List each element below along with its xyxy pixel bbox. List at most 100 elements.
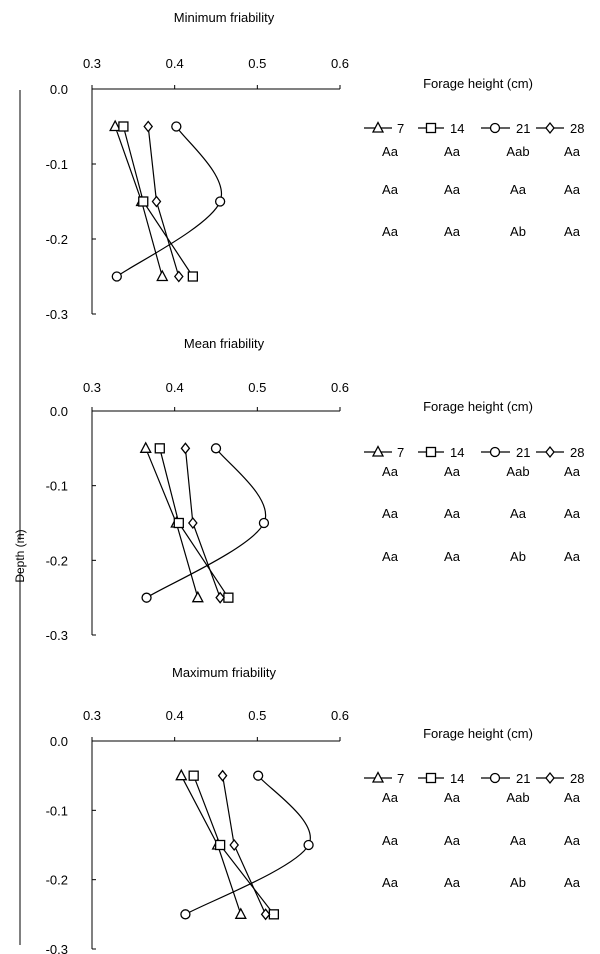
panel1-title: Minimum friability (174, 10, 275, 25)
panel3-series-28-point (229, 838, 240, 852)
panel2-x-tick-label: 0.6 (331, 380, 349, 395)
panel1-legend-marker-14 (425, 122, 437, 134)
panel1-legend-label-28: 28 (570, 121, 584, 136)
panel3-legend-marker-21 (489, 772, 501, 784)
panel3-series-14-point (214, 839, 226, 851)
panel1-series-14-point (118, 121, 129, 132)
panel3-x-tick-label: 0.4 (166, 708, 184, 723)
panel1-x-tick-label: 0.3 (83, 56, 101, 71)
panel2-legend-label-28: 28 (570, 445, 584, 460)
panel2-legend-title: Forage height (cm) (423, 399, 533, 414)
panel2-series-21-point (210, 443, 222, 454)
panel3-letter: Ab (510, 875, 526, 890)
panel3-letter: Aa (564, 790, 581, 805)
panel2-letter: Aa (564, 549, 581, 564)
panel1-series-21-point (171, 121, 182, 132)
panel1-series-14-point (187, 271, 199, 282)
panel3-letter: Aa (510, 833, 527, 848)
panel1-letter: Aa (382, 182, 399, 197)
panel2-y-tick-label: -0.3 (46, 628, 68, 643)
panel1-legend-label-14: 14 (450, 121, 464, 136)
panel2-series-7-point (191, 590, 204, 603)
panel1-series-7-point (109, 119, 122, 132)
panel2-series-14-point (173, 517, 184, 529)
panel2-series-14-point (223, 592, 234, 603)
panel2-letter: Aab (506, 464, 529, 479)
panel3-legend-label-28: 28 (570, 771, 584, 786)
panel2-series-28-point (188, 516, 198, 530)
panel1-letter: Aa (444, 144, 461, 159)
panel1-y-tick-label: -0.1 (46, 157, 68, 172)
panel2-y-tick-label: -0.2 (46, 553, 68, 568)
panel1-series-21-point (111, 271, 122, 282)
panel3-series-21-line (185, 775, 311, 915)
panel3-series-14-point (268, 909, 280, 920)
panel3-legend-label-21: 21 (516, 771, 530, 786)
panel3-series-28-point (260, 908, 271, 921)
panel2-legend-label-14: 14 (450, 445, 464, 460)
panel2-letter: Ab (510, 549, 526, 564)
panel3-letter: Aa (382, 833, 399, 848)
panel3-series-21-point (253, 770, 264, 781)
panel3-letter: Aab (506, 790, 529, 805)
panel1-series-21-line (116, 126, 223, 277)
panel1-letter: Aa (382, 224, 399, 239)
panel3-x-tick-label: 0.3 (83, 708, 101, 723)
panel3-letter: Aa (564, 875, 581, 890)
panel2-letter: Aa (382, 506, 399, 521)
panel2-letter: Aa (510, 506, 527, 521)
panel1-series-7-point (156, 269, 169, 282)
panel3-series-21-point (303, 839, 314, 851)
panel3-legend-label-14: 14 (450, 771, 464, 786)
panel2-y-tick-label: 0.0 (50, 404, 68, 419)
panel1-legend-label-21: 21 (516, 121, 530, 136)
panel3-letter: Aa (382, 875, 399, 890)
panel3-legend-marker-28 (545, 771, 555, 785)
panel2-series-21-point (258, 517, 270, 529)
panel3-title: Maximum friability (172, 665, 277, 680)
panel1-series-28-point (173, 270, 184, 283)
panel1-legend-label-7: 7 (397, 121, 404, 136)
panel2-series-7-point (139, 441, 152, 453)
panel2-legend-label-7: 7 (397, 445, 404, 460)
panel1-letter: Aab (506, 144, 529, 159)
panel3-letter: Aa (444, 875, 461, 890)
panel3-legend-marker-14 (425, 772, 437, 784)
panel3-y-tick-label: -0.3 (46, 942, 68, 954)
panel3-series-28-point (217, 769, 228, 782)
panel2-letter: Aa (444, 506, 461, 521)
panel2-x-tick-label: 0.4 (166, 380, 184, 395)
panel1-letter: Ab (510, 224, 526, 239)
panel3-legend-title: Forage height (cm) (423, 726, 533, 741)
panel1-y-tick-label: -0.3 (46, 307, 68, 322)
panel2-letter: Aa (564, 464, 581, 479)
panel1-letter: Aa (510, 182, 527, 197)
panel3-letter: Aa (382, 790, 399, 805)
panel2-x-tick-label: 0.3 (83, 380, 101, 395)
panel1-series-14-point (138, 196, 149, 207)
y-axis-label: Depth (m) (13, 529, 27, 582)
panel1-legend-marker-21 (489, 122, 501, 134)
panel1-legend-marker-28 (545, 121, 555, 135)
panel3-letter: Aa (444, 833, 461, 848)
panel3-legend-label-7: 7 (397, 771, 404, 786)
panel1-x-tick-label: 0.5 (248, 56, 266, 71)
panel1-letter: Aa (564, 224, 581, 239)
panel2-series-28-point (215, 591, 225, 604)
panel1-y-tick-label: -0.2 (46, 232, 68, 247)
panel3-y-tick-label: -0.2 (46, 873, 68, 888)
panel1-y-tick-label: 0.0 (50, 82, 68, 97)
panel2-legend-label-21: 21 (516, 445, 530, 460)
panel2-series-21-line (146, 447, 267, 599)
panel1-letter: Aa (564, 182, 581, 197)
panel1-letter: Aa (382, 144, 399, 159)
panel1-legend-title: Forage height (cm) (423, 76, 533, 91)
panel2-legend-marker-7 (371, 445, 385, 457)
panel3-x-tick-label: 0.6 (331, 708, 349, 723)
panel3-series-7-point (234, 907, 247, 919)
panel3-series-21-point (180, 909, 191, 920)
panel3-y-tick-label: -0.1 (46, 803, 68, 818)
panel3-legend-marker-7 (371, 771, 385, 783)
panel1-letter: Aa (444, 182, 461, 197)
